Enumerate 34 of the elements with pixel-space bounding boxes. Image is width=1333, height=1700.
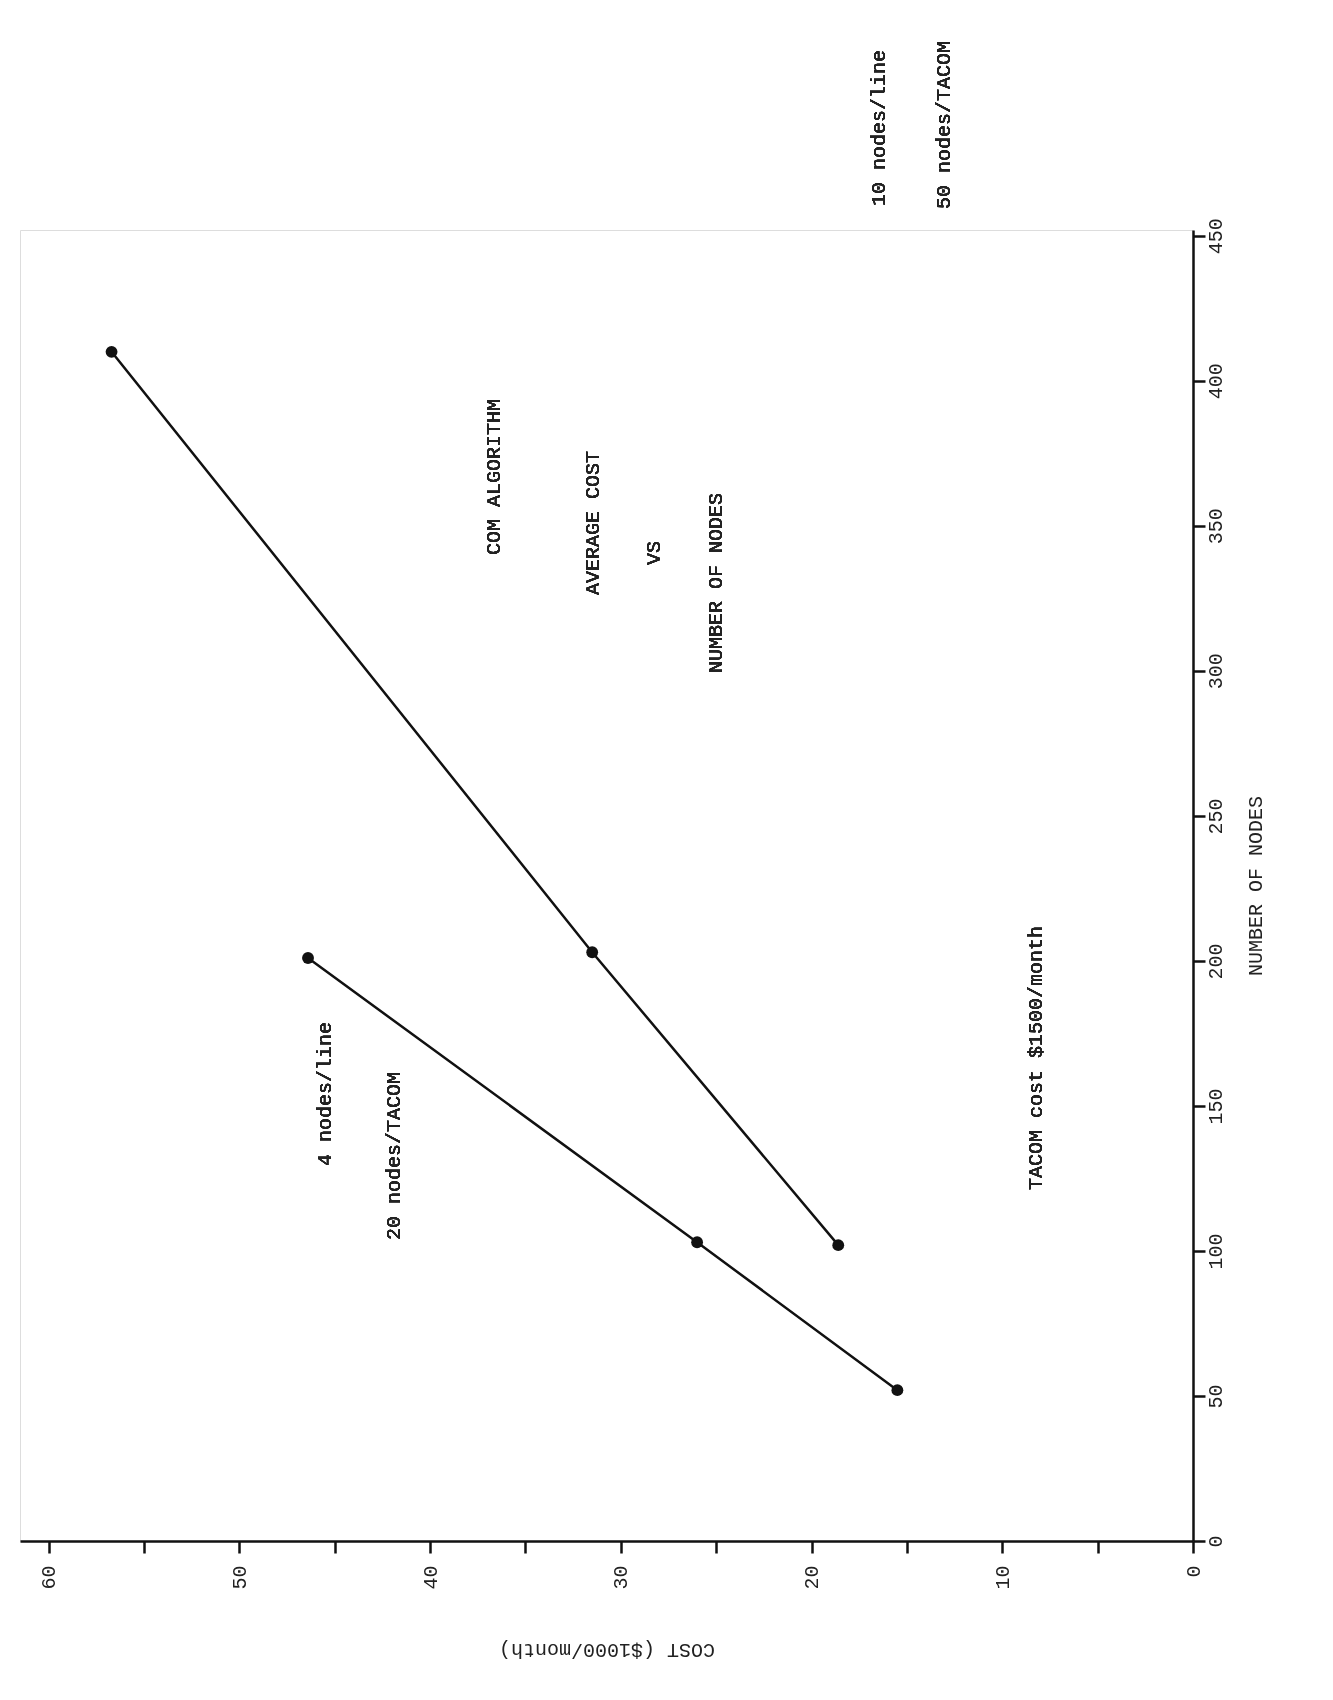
x-tick-label: 30 [610, 1565, 634, 1590]
y-tick-label: 200 [1204, 943, 1228, 980]
y-tick-label: 450 [1204, 218, 1228, 255]
y-tick-label: 400 [1204, 363, 1228, 400]
annotation: 20 nodes/TACOM [383, 1071, 406, 1241]
point [832, 1239, 845, 1252]
x-tick-label: 20 [801, 1565, 825, 1590]
annotation: VS [643, 540, 666, 566]
annotation: 4 nodes/line [314, 1021, 337, 1167]
y-tick-label: 150 [1204, 1088, 1228, 1125]
annotation: AVERAGE COST [582, 450, 605, 596]
x-tick-label: 50 [228, 1565, 252, 1590]
y-tick-label: 50 [1204, 1384, 1228, 1409]
x-axis-title: COST ($1000/month) [498, 1637, 716, 1661]
point [105, 345, 118, 358]
x-tick-label: 10 [991, 1565, 1015, 1590]
point [302, 952, 314, 964]
y-axis-title: NUMBER OF NODES [1244, 795, 1268, 977]
x-tick-label: 40 [419, 1565, 443, 1590]
x-tick-label: 0 [1182, 1565, 1206, 1578]
y-tick-label: 0 [1204, 1535, 1228, 1548]
y-tick-label: 100 [1204, 1233, 1228, 1270]
point [586, 946, 599, 959]
text: COM ALGORITHM [483, 398, 506, 556]
y-tick-label: 250 [1204, 798, 1228, 835]
point [891, 1384, 904, 1397]
text: 50 nodes/TACOM [933, 40, 956, 210]
annotation: NUMBER OF NODES [705, 492, 728, 674]
x-tick-label: 60 [38, 1565, 62, 1590]
text: 10 nodes/line [868, 49, 891, 207]
y-tick-label: 350 [1204, 508, 1228, 545]
y-tick-label: 300 [1204, 653, 1228, 690]
point [691, 1236, 704, 1249]
annotation: TACOM cost $1500/month [1025, 925, 1048, 1191]
